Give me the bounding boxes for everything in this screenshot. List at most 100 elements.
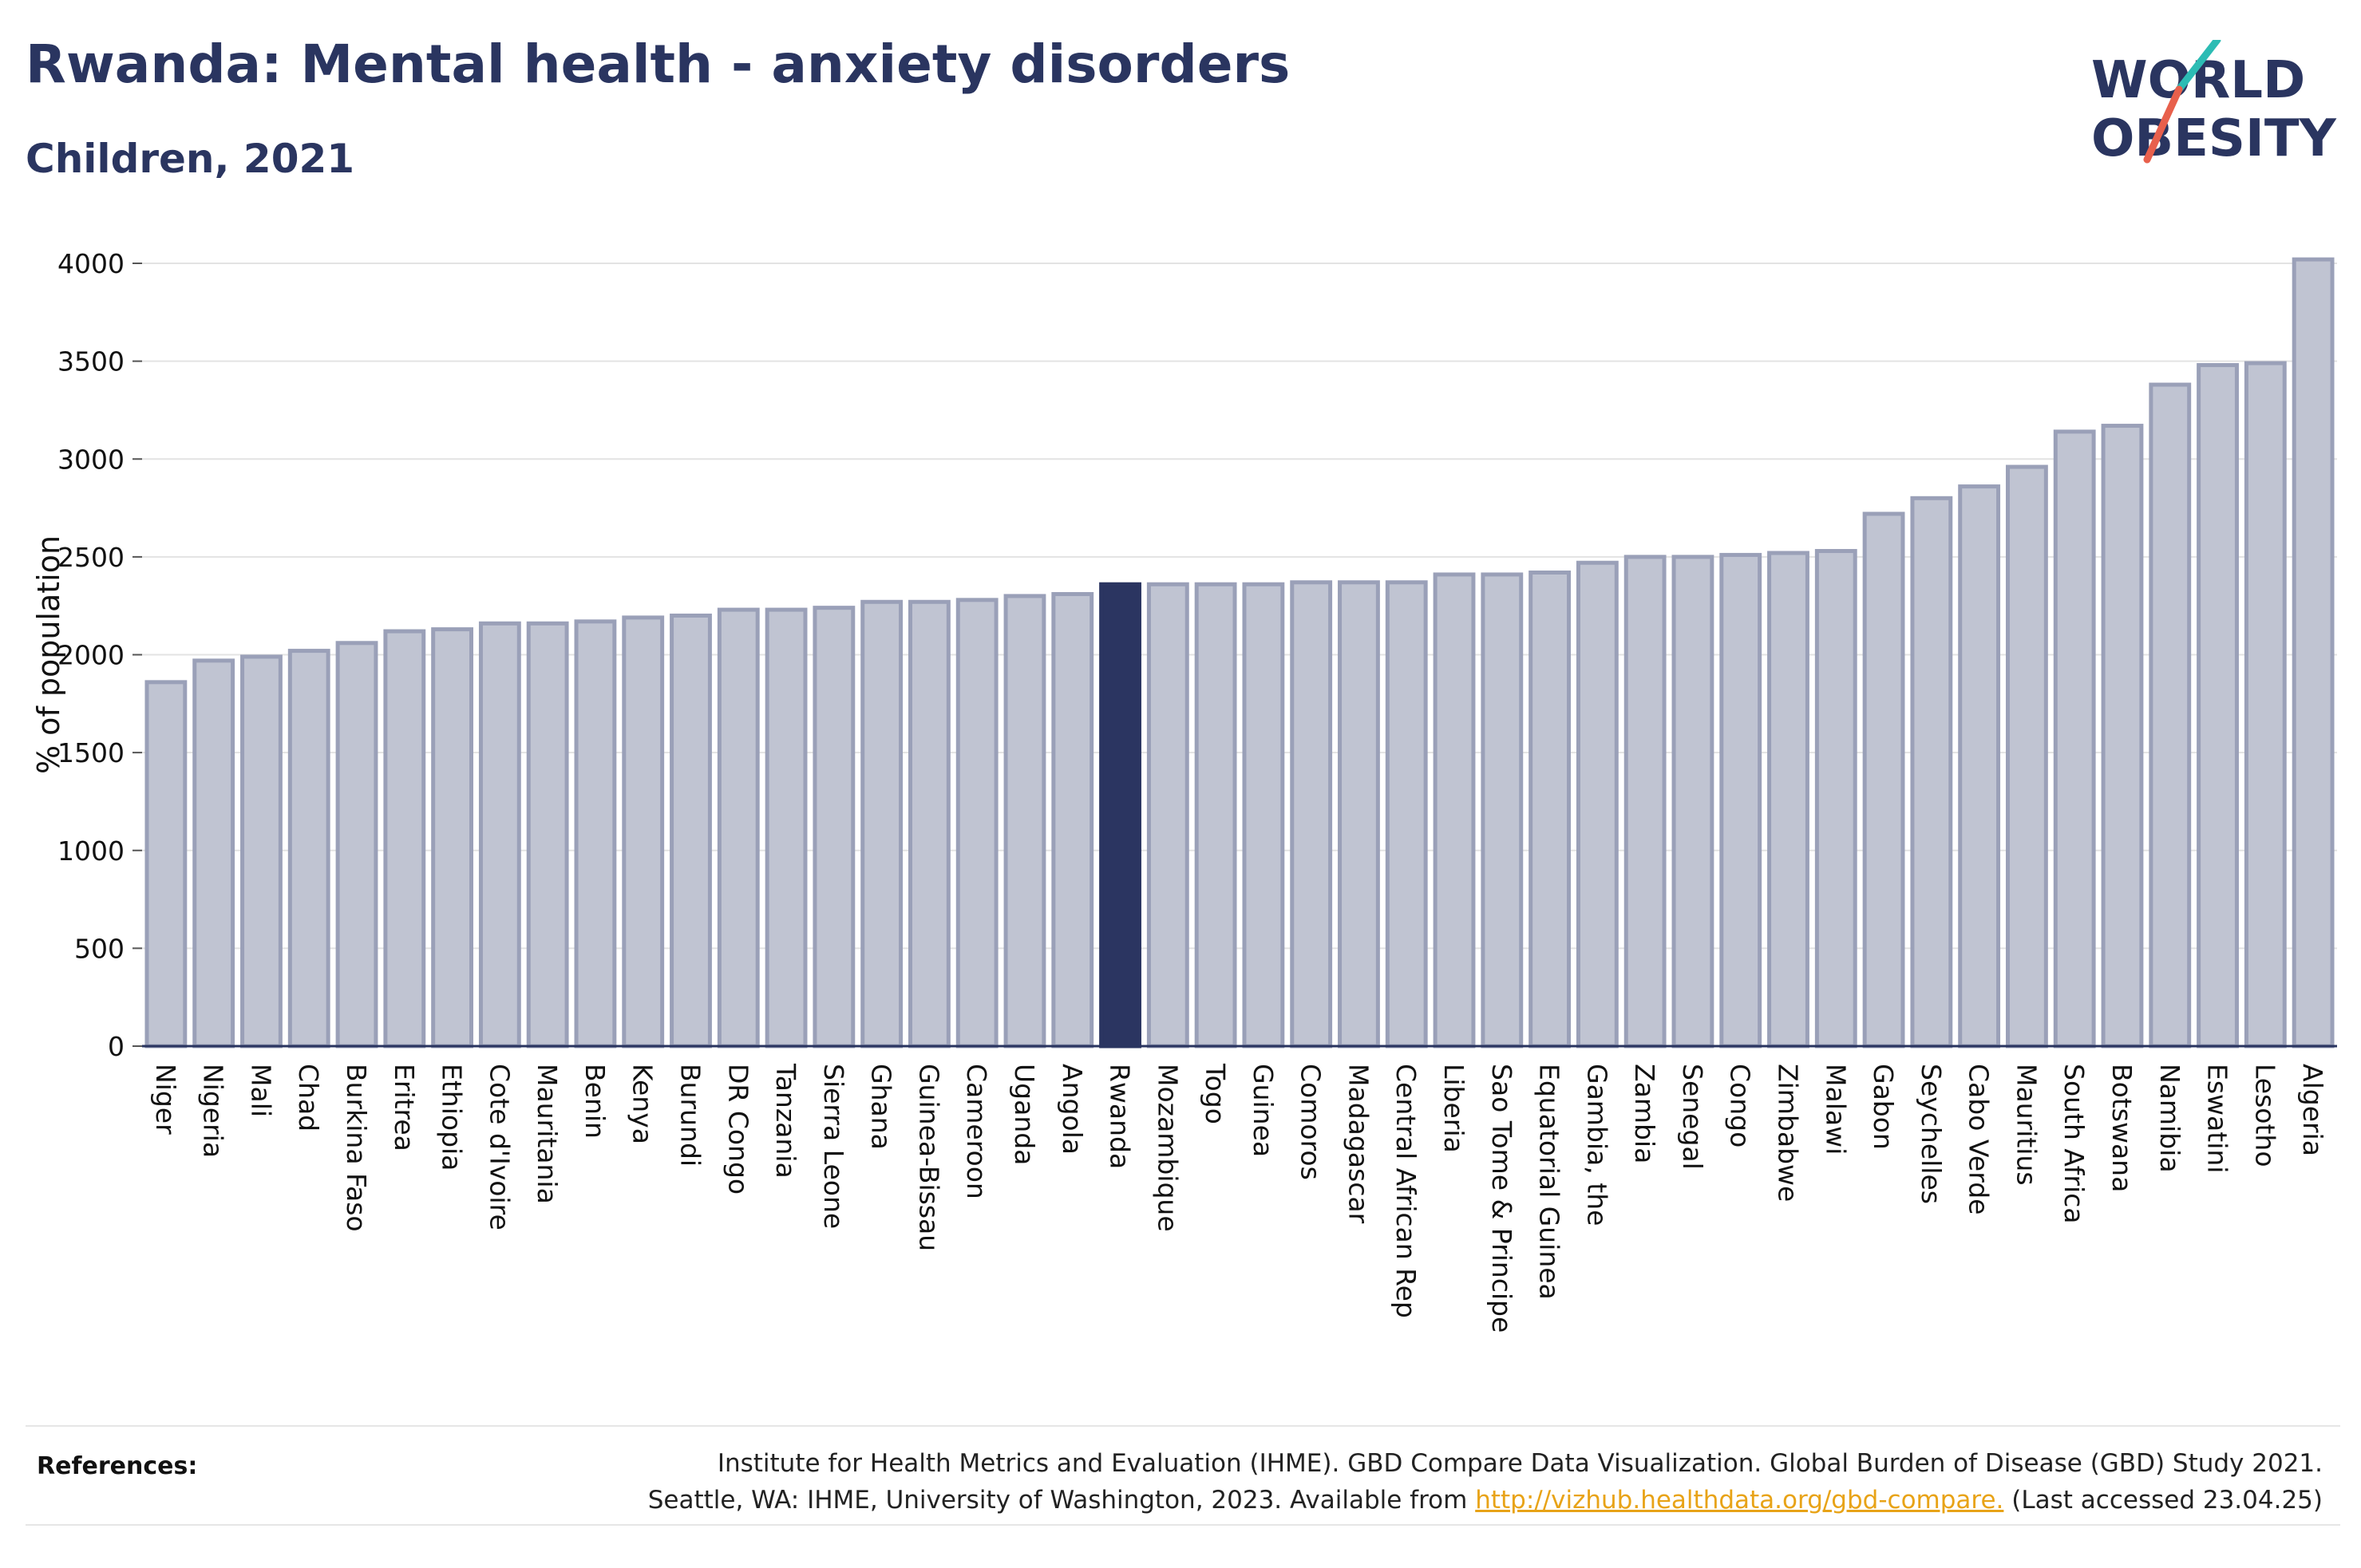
x-tick-label: Malawi (1820, 1064, 1851, 1155)
references-text: Institute for Health Metrics and Evaluat… (567, 1446, 2323, 1519)
x-tick-label: Sierra Leone (818, 1064, 849, 1229)
x-tick-label: Chad (293, 1064, 324, 1132)
bar (1290, 580, 1333, 1049)
bar (2053, 429, 2096, 1049)
x-tick-label: Botswana (2106, 1064, 2138, 1192)
bar (622, 615, 665, 1049)
x-tick-label: Algeria (2297, 1064, 2328, 1156)
x-tick-label: Lesotho (2249, 1064, 2280, 1167)
chart-title: Rwanda: Mental health - anxiety disorder… (26, 34, 1291, 95)
references-line1: Institute for Health Metrics and Evaluat… (717, 1449, 2323, 1478)
x-tick-label: Uganda (1009, 1064, 1040, 1165)
bar (765, 607, 808, 1049)
bar (240, 654, 283, 1049)
x-tick-label: Zambia (1629, 1064, 1660, 1163)
bar (1814, 549, 1857, 1049)
bar (1338, 580, 1380, 1049)
x-tick-label: Niger (150, 1064, 181, 1135)
bar (1529, 570, 1572, 1049)
references-line2: Seattle, WA: IHME, University of Washing… (567, 1483, 2323, 1519)
bar (955, 598, 999, 1049)
bar (287, 649, 330, 1049)
x-tick-label: Tanzania (770, 1063, 801, 1179)
x-tick-label: Congo (1725, 1064, 1756, 1147)
y-tick-label: 4000 (57, 248, 125, 279)
bar (335, 641, 378, 1049)
y-tick-label: 3500 (57, 346, 125, 377)
bar (1910, 496, 1953, 1049)
bar (1242, 582, 1285, 1049)
bar (1003, 594, 1046, 1049)
y-tick-label: 0 (108, 1031, 125, 1062)
bar (1194, 582, 1237, 1049)
bar (2149, 382, 2192, 1049)
x-tick-label: Burundi (675, 1064, 706, 1167)
bar-highlight (1099, 582, 1141, 1049)
x-tick-label: Cameroon (961, 1064, 992, 1199)
x-tick-label: Gabon (1868, 1064, 1899, 1150)
references-link[interactable]: http://vizhub.healthdata.org/gbd-compare… (1475, 1485, 2004, 1515)
logo-line2: OBESITY (2091, 109, 2336, 168)
bar (144, 680, 188, 1049)
bar (1958, 484, 2001, 1049)
x-tick-label: Mauritania (532, 1064, 563, 1204)
x-tick-label: Rwanda (1105, 1064, 1136, 1169)
bar (670, 613, 712, 1049)
bar (192, 658, 235, 1049)
bar (1671, 555, 1714, 1049)
bar (2244, 361, 2287, 1049)
bar (1051, 591, 1094, 1049)
bar-chart: 0 500 1000 1500 2000 2500 3000 3500 4000 % of pop… (31, 248, 2337, 1333)
y-axis-label: % of population (31, 535, 66, 774)
bar (574, 619, 617, 1049)
bar (2197, 363, 2239, 1049)
y-tick-label: 2500 (57, 542, 125, 573)
references-line2-suffix: (Last accessed 23.04.25) (2003, 1485, 2323, 1515)
x-tick-label: Senegal (1677, 1064, 1708, 1170)
x-tick-label: Benin (579, 1064, 611, 1139)
bar (1767, 551, 1809, 1049)
x-tick-label: Madagascar (1343, 1064, 1374, 1224)
x-tick-label: South Africa (2058, 1064, 2090, 1224)
bar (1623, 555, 1667, 1049)
x-tick-label: Mali (245, 1064, 276, 1117)
bar (1385, 580, 1428, 1049)
bar (1576, 560, 1619, 1049)
bar (478, 621, 521, 1049)
bar (431, 627, 473, 1049)
x-tick-label: Guinea-Bissau (913, 1064, 944, 1251)
x-tick-label: Namibia (2154, 1064, 2185, 1173)
x-tick-label: Cabo Verde (1964, 1064, 1995, 1215)
x-tick-label: Ghana (866, 1064, 897, 1150)
x-tick-label: Liberia (1438, 1064, 1469, 1153)
x-tick-label: Mozambique (1152, 1064, 1183, 1232)
bar (2006, 464, 2048, 1049)
bar (1862, 511, 1905, 1049)
bar (383, 629, 426, 1049)
x-tick-label: Angola (1057, 1064, 1088, 1155)
x-tick-label: Zimbabwe (1773, 1064, 1804, 1202)
y-tick-label: 500 (74, 933, 125, 964)
y-tick-label: 2000 (57, 640, 125, 671)
x-tick-label: Nigeria (198, 1064, 229, 1158)
y-tick-label: 1500 (57, 737, 125, 768)
x-tick-label: Kenya (627, 1064, 658, 1144)
x-tick-label: Ethiopia (437, 1064, 468, 1171)
bar (2292, 257, 2335, 1049)
x-tick-label: Togo (1200, 1063, 1231, 1124)
x-tick-label: Mauritius (2011, 1064, 2042, 1186)
x-tick-label: Cote d'Ivoire (484, 1064, 515, 1230)
chart-subtitle: Children, 2021 (26, 136, 355, 182)
world-obesity-logo: WORLD OBESITY (2091, 40, 2336, 168)
x-tick-label: Eritrea (389, 1064, 420, 1151)
bar (1481, 572, 1524, 1049)
bar (526, 621, 569, 1049)
bar (813, 606, 856, 1049)
bar (717, 607, 760, 1049)
y-tick-label: 3000 (57, 444, 125, 475)
bar (860, 599, 904, 1049)
references-label: References: (37, 1452, 198, 1480)
x-tick-label: Central African Rep (1390, 1064, 1422, 1318)
references-divider-top (26, 1425, 2340, 1427)
bar (2101, 424, 2144, 1049)
